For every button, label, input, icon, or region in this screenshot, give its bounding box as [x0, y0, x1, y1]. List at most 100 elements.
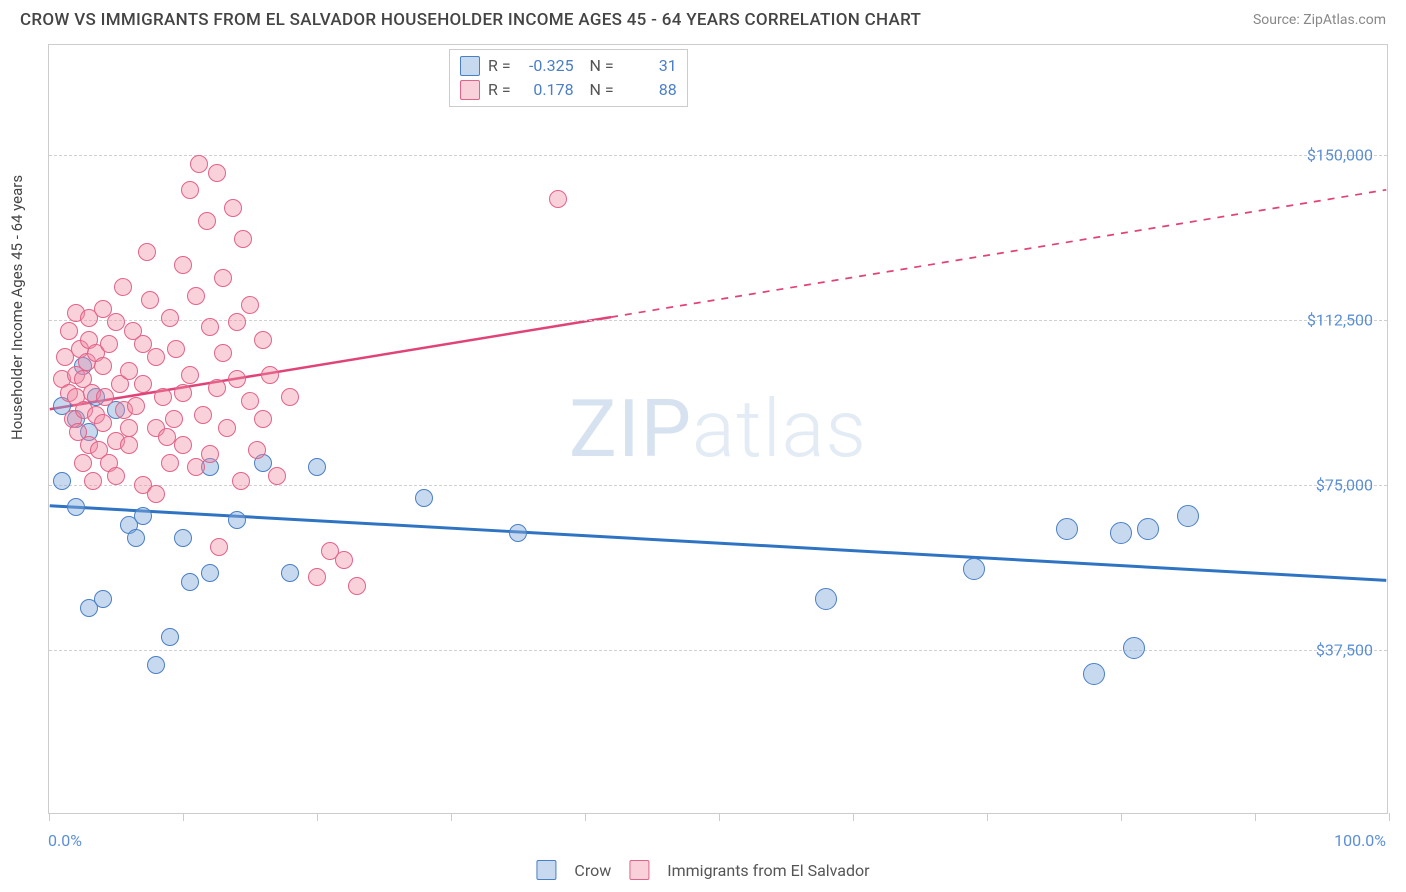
data-point-elsalvador [281, 388, 299, 406]
data-point-elsalvador [167, 340, 185, 358]
legend-row-crow: R = -0.325 N = 31 [460, 54, 677, 78]
y-tick-label: $112,500 [1307, 311, 1373, 330]
series-legend: Crow Immigrants from El Salvador [536, 860, 869, 880]
data-point-elsalvador [549, 190, 567, 208]
data-point-elsalvador [147, 348, 165, 366]
data-point-elsalvador [228, 370, 246, 388]
data-point-elsalvador [194, 406, 212, 424]
data-point-elsalvador [241, 392, 259, 410]
trend-line-dashed [611, 190, 1386, 317]
x-tick [719, 813, 720, 821]
data-point-elsalvador [201, 318, 219, 336]
x-tick [853, 813, 854, 821]
data-point-elsalvador [248, 441, 266, 459]
x-tick [1255, 813, 1256, 821]
data-point-elsalvador [208, 379, 226, 397]
data-point-crow [963, 558, 985, 580]
data-point-elsalvador [261, 366, 279, 384]
data-point-elsalvador [127, 397, 145, 415]
data-point-crow [201, 564, 219, 582]
data-point-elsalvador [174, 256, 192, 274]
x-tick [49, 813, 50, 821]
data-point-crow [1056, 518, 1078, 540]
data-point-elsalvador [134, 375, 152, 393]
data-point-elsalvador [174, 384, 192, 402]
data-point-elsalvador [234, 230, 252, 248]
data-point-elsalvador [94, 357, 112, 375]
x-tick [183, 813, 184, 821]
data-point-crow [1110, 522, 1132, 544]
data-point-elsalvador [181, 366, 199, 384]
data-point-elsalvador [138, 243, 156, 261]
data-point-crow [281, 564, 299, 582]
data-point-elsalvador [161, 309, 179, 327]
data-point-elsalvador [214, 269, 232, 287]
gridline [49, 320, 1387, 321]
data-point-crow [509, 524, 527, 542]
data-point-elsalvador [161, 454, 179, 472]
data-point-crow [1137, 518, 1159, 540]
data-point-elsalvador [187, 458, 205, 476]
data-point-elsalvador [84, 472, 102, 490]
data-point-crow [1177, 505, 1199, 527]
gridline [49, 155, 1387, 156]
chart-title: CROW VS IMMIGRANTS FROM EL SALVADOR HOUS… [20, 10, 921, 30]
data-point-crow [308, 458, 326, 476]
x-tick [585, 813, 586, 821]
y-tick-label: $75,000 [1316, 476, 1373, 495]
data-point-elsalvador [208, 164, 226, 182]
data-point-elsalvador [224, 199, 242, 217]
data-point-elsalvador [165, 410, 183, 428]
data-point-elsalvador [254, 410, 272, 428]
x-tick [317, 813, 318, 821]
swatch-pink [460, 80, 480, 100]
data-point-elsalvador [210, 538, 228, 556]
data-point-elsalvador [147, 485, 165, 503]
data-point-crow [415, 489, 433, 507]
data-point-elsalvador [96, 388, 114, 406]
data-point-elsalvador [228, 313, 246, 331]
gridline [49, 650, 1387, 651]
data-point-elsalvador [308, 568, 326, 586]
watermark: ZIPatlas [569, 382, 867, 476]
x-tick [987, 813, 988, 821]
data-point-elsalvador [335, 551, 353, 569]
data-point-elsalvador [201, 445, 219, 463]
data-point-elsalvador [74, 454, 92, 472]
x-tick [451, 813, 452, 821]
data-point-elsalvador [154, 388, 172, 406]
data-point-elsalvador [107, 467, 125, 485]
data-point-elsalvador [198, 212, 216, 230]
data-point-crow [147, 656, 165, 674]
data-point-crow [67, 498, 85, 516]
swatch-blue-bottom [536, 860, 556, 880]
data-point-elsalvador [214, 344, 232, 362]
swatch-pink-bottom [629, 860, 649, 880]
gridline [49, 485, 1387, 486]
correlation-legend: R = -0.325 N = 31 R = 0.178 N = 88 [449, 49, 688, 107]
data-point-crow [1083, 663, 1105, 685]
data-point-elsalvador [268, 467, 286, 485]
data-point-elsalvador [120, 436, 138, 454]
data-point-elsalvador [232, 472, 250, 490]
data-point-elsalvador [141, 291, 159, 309]
data-point-elsalvador [100, 335, 118, 353]
data-point-crow [161, 628, 179, 646]
data-point-crow [174, 529, 192, 547]
x-axis-max-label: 100.0% [1334, 831, 1386, 850]
legend-row-elsalvador: R = 0.178 N = 88 [460, 78, 677, 102]
data-point-elsalvador [94, 414, 112, 432]
x-tick [1389, 813, 1390, 821]
trend-lines [49, 45, 1387, 813]
scatter-chart: ZIPatlas R = -0.325 N = 31 R = 0.178 N =… [48, 44, 1388, 814]
data-point-crow [134, 507, 152, 525]
data-point-crow [127, 529, 145, 547]
y-tick-label: $37,500 [1316, 641, 1373, 660]
data-point-crow [181, 573, 199, 591]
y-tick-label: $150,000 [1307, 146, 1373, 165]
data-point-crow [228, 511, 246, 529]
swatch-blue [460, 56, 480, 76]
data-point-elsalvador [120, 419, 138, 437]
data-point-crow [1123, 637, 1145, 659]
data-point-elsalvador [241, 296, 259, 314]
